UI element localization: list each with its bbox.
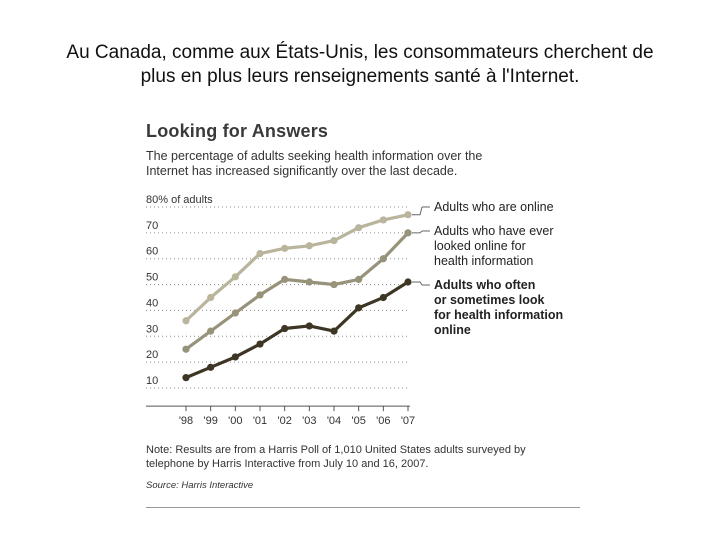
data-point [355,224,363,232]
series-label: online [434,323,471,337]
chart-subtitle: The percentage of adults seeking health … [146,149,566,179]
chart-note-line-2: telephone by Harris Interactive from Jul… [146,457,429,470]
series-label: health information [434,254,533,268]
y-tick-label: 10 [146,375,158,387]
data-point [330,237,338,245]
data-point [355,304,363,312]
series-line [184,280,410,380]
series-line [184,231,410,351]
series-label: for health information [434,308,563,322]
data-point [256,291,264,299]
chart-title: Looking for Answers [146,121,329,141]
data-point [379,255,387,263]
series-label: Adults who often [434,278,535,292]
slide-title-line-2: plus en plus leurs renseignements santé … [140,66,580,87]
data-point [404,211,412,219]
data-point [281,275,289,283]
chart-note: Note: Results are from a Harris Poll of … [146,444,586,471]
x-tick-label: '03 [302,415,316,427]
x-tick-label: '07 [401,415,415,427]
y-tick-label: 40 [146,297,158,309]
data-point [231,353,239,361]
data-point [182,374,190,382]
data-point [330,280,338,289]
data-point [231,309,239,317]
series-label: Adults who have ever [434,224,554,238]
chart-subtitle-line-1: The percentage of adults seeking health … [146,149,483,163]
data-point [207,363,215,371]
chart-source: Source: Harris Interactive [146,480,254,491]
data-point [404,229,412,237]
data-point [281,244,289,252]
data-point [231,273,239,281]
data-point [256,249,264,258]
data-point [355,275,363,283]
x-tick-label: '99 [203,415,217,427]
data-point [305,322,313,330]
chart-note-line-1: Note: Results are from a Harris Poll of … [146,444,526,456]
x-tick-label: '00 [228,415,242,427]
data-point [182,317,190,325]
y-tick-label: 70 [146,220,158,232]
data-point [305,278,313,286]
chart-subtitle-line-2: Internet has increased significantly ove… [146,164,458,178]
series-label: or sometimes look [434,293,544,307]
y-tick-label: 20 [146,349,158,361]
data-point [330,327,338,335]
series-leader-line [412,230,423,234]
y-tick-label: 50 [146,272,158,284]
series-leader-line [412,281,423,286]
x-tick-label: '06 [376,415,390,427]
slide-title: Au Canada, comme aux États-Unis, les con… [20,41,700,89]
series-label: looked online for [434,239,526,253]
bottom-divider [146,507,580,508]
data-point [256,340,264,348]
slide-title-line-1: Au Canada, comme aux États-Unis, les con… [66,42,654,63]
series-line [184,213,410,323]
data-point [305,242,313,250]
data-point [404,278,412,286]
x-tick-label: '01 [253,415,267,427]
data-point [379,216,387,224]
data-point [207,327,215,335]
x-tick-label: '02 [277,415,291,427]
data-point [182,345,190,353]
data-point [379,293,387,302]
y-tick-label: 80% of adults [146,194,213,206]
x-tick-label: '05 [351,415,365,427]
x-tick-label: '04 [327,415,341,427]
data-point [281,324,289,333]
series-leader-line [412,206,423,216]
y-tick-label: 60 [146,246,158,258]
x-tick-label: '98 [179,415,193,427]
data-point [207,293,215,302]
y-tick-label: 30 [146,323,158,335]
series-label: Adults who are online [434,200,554,214]
